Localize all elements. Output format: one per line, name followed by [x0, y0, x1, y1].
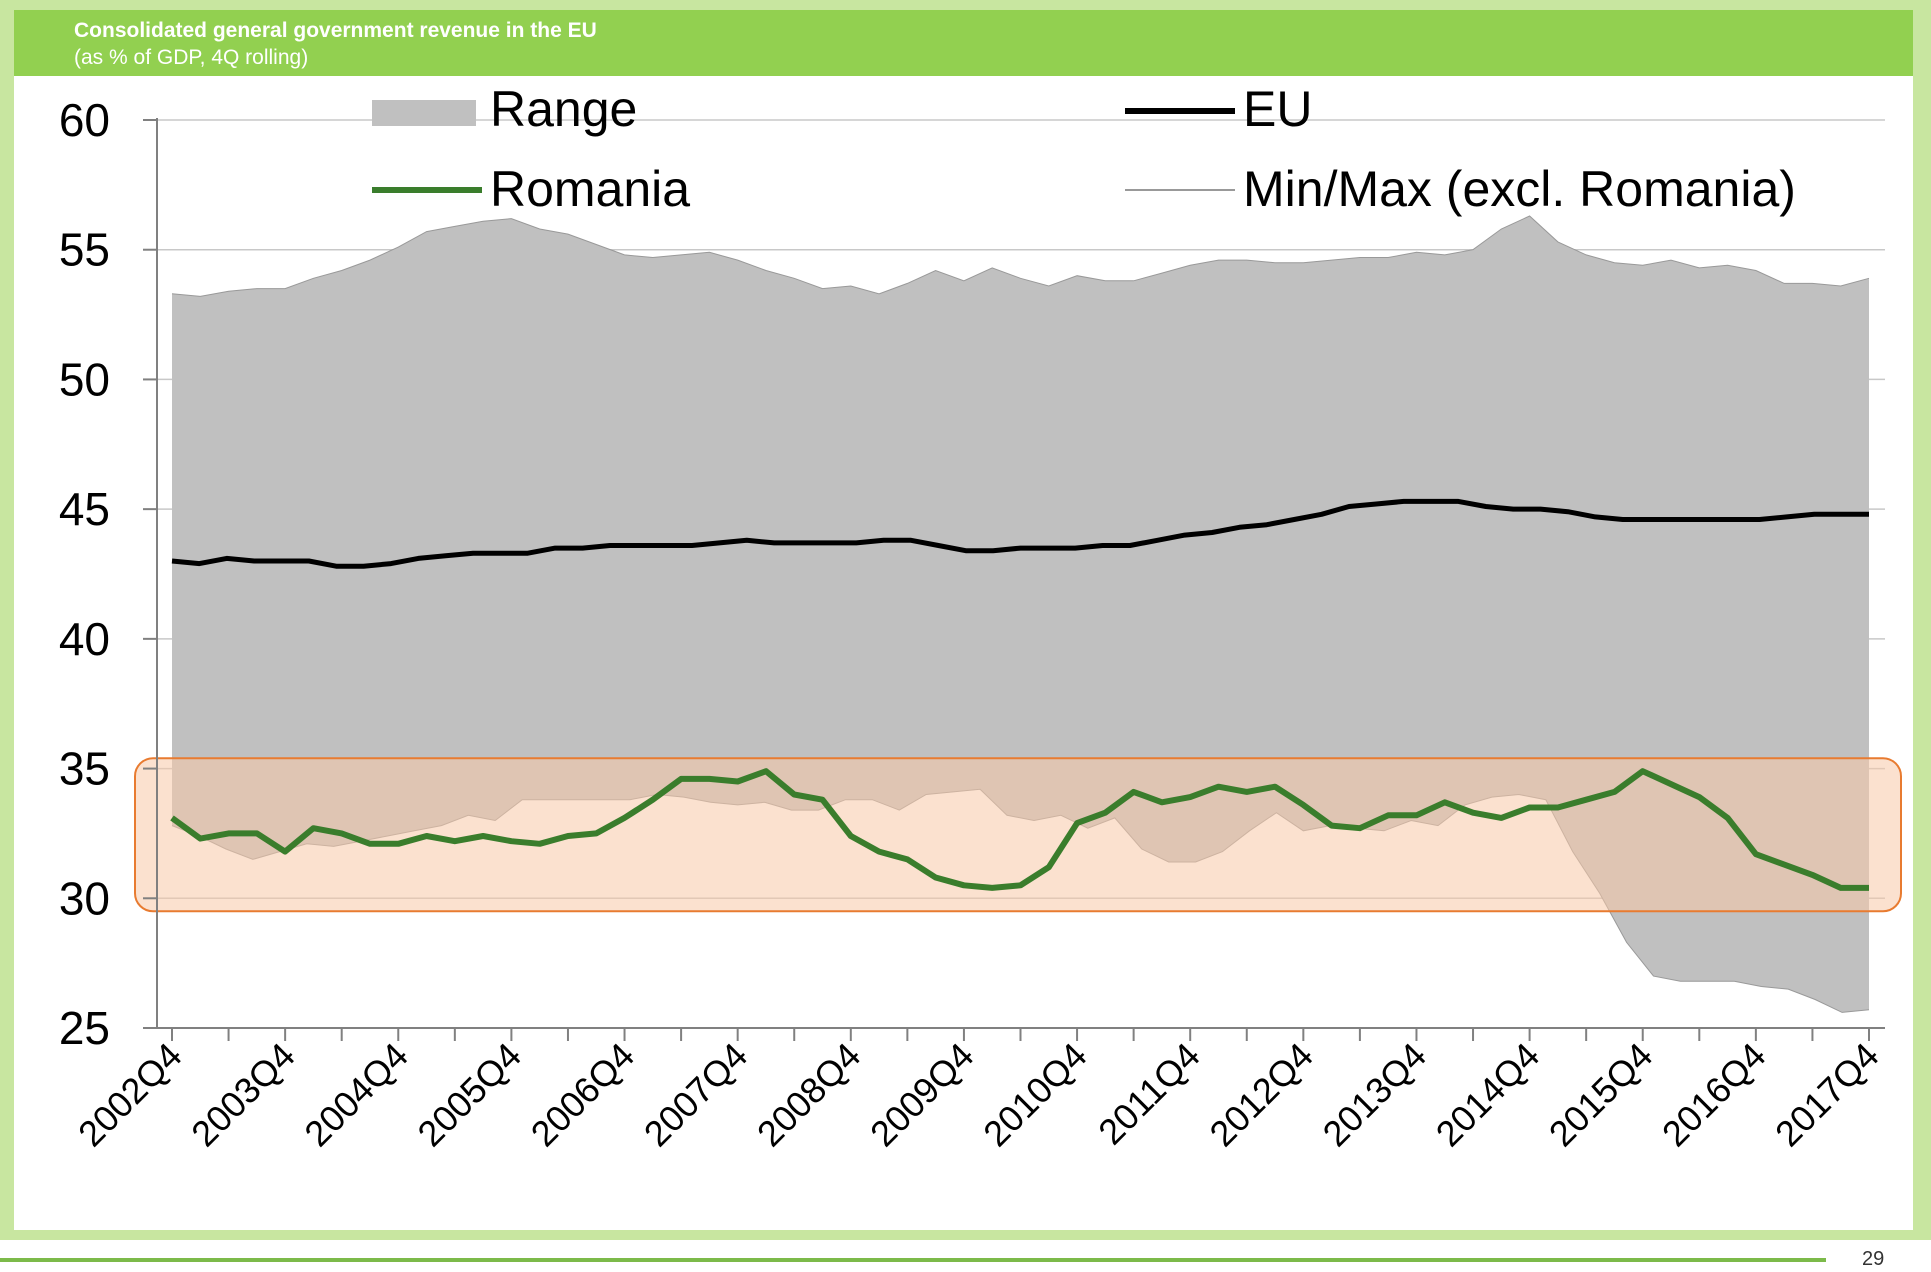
legend-minmax-label: Min/Max (excl. Romania): [1243, 161, 1796, 217]
x-tick-label: 2006Q4: [523, 1035, 643, 1155]
x-tick-label: 2009Q4: [862, 1035, 982, 1155]
chart-title: Consolidated general government revenue …: [74, 19, 597, 42]
x-tick-label: 2004Q4: [296, 1035, 416, 1155]
y-tick-label: 35: [59, 743, 110, 795]
x-tick-label: 2005Q4: [409, 1035, 529, 1155]
y-tick-label: 40: [59, 613, 110, 665]
x-tick-label: 2011Q4: [1090, 1035, 1208, 1153]
y-tick-label: 60: [59, 94, 110, 146]
highlight-box: [134, 757, 1902, 913]
y-tick-label: 55: [59, 224, 110, 276]
romania-line: [170, 768, 1869, 891]
y-tick-label: 50: [59, 353, 110, 405]
max-line: [171, 215, 1870, 297]
x-tick-label: 2017Q4: [1767, 1035, 1887, 1155]
x-tick-label: 2015Q4: [1541, 1035, 1661, 1155]
y-tick-label: 30: [59, 872, 110, 924]
footer-divider: [0, 1258, 1826, 1262]
page-number: 29: [1862, 1248, 1885, 1270]
x-tick-label: 2010Q4: [975, 1035, 1095, 1155]
x-tick-label: 2003Q4: [183, 1035, 303, 1155]
x-tick-label: 2014Q4: [1428, 1035, 1548, 1155]
x-tick-label: 2008Q4: [749, 1035, 869, 1155]
chart-svg: 60555045403530252002Q42003Q42004Q42005Q4…: [59, 81, 1902, 1155]
x-tick-label: 2016Q4: [1654, 1035, 1774, 1155]
eu-line: [171, 498, 1869, 569]
legend-range-swatch: [372, 100, 476, 126]
legend-eu-label: EU: [1243, 81, 1312, 137]
legend-range-label: Range: [490, 81, 637, 137]
x-tick-label: 2007Q4: [636, 1035, 756, 1155]
x-tick-label: 2012Q4: [1201, 1035, 1321, 1155]
chart-header: Consolidated general government revenue …: [14, 10, 1913, 76]
legend-romania-label: Romania: [490, 161, 690, 217]
y-tick-label: 45: [59, 483, 110, 535]
x-tick-label: 2013Q4: [1315, 1035, 1435, 1155]
y-tick-label: 25: [59, 1002, 110, 1054]
chart-subtitle: (as % of GDP, 4Q rolling): [74, 46, 309, 69]
